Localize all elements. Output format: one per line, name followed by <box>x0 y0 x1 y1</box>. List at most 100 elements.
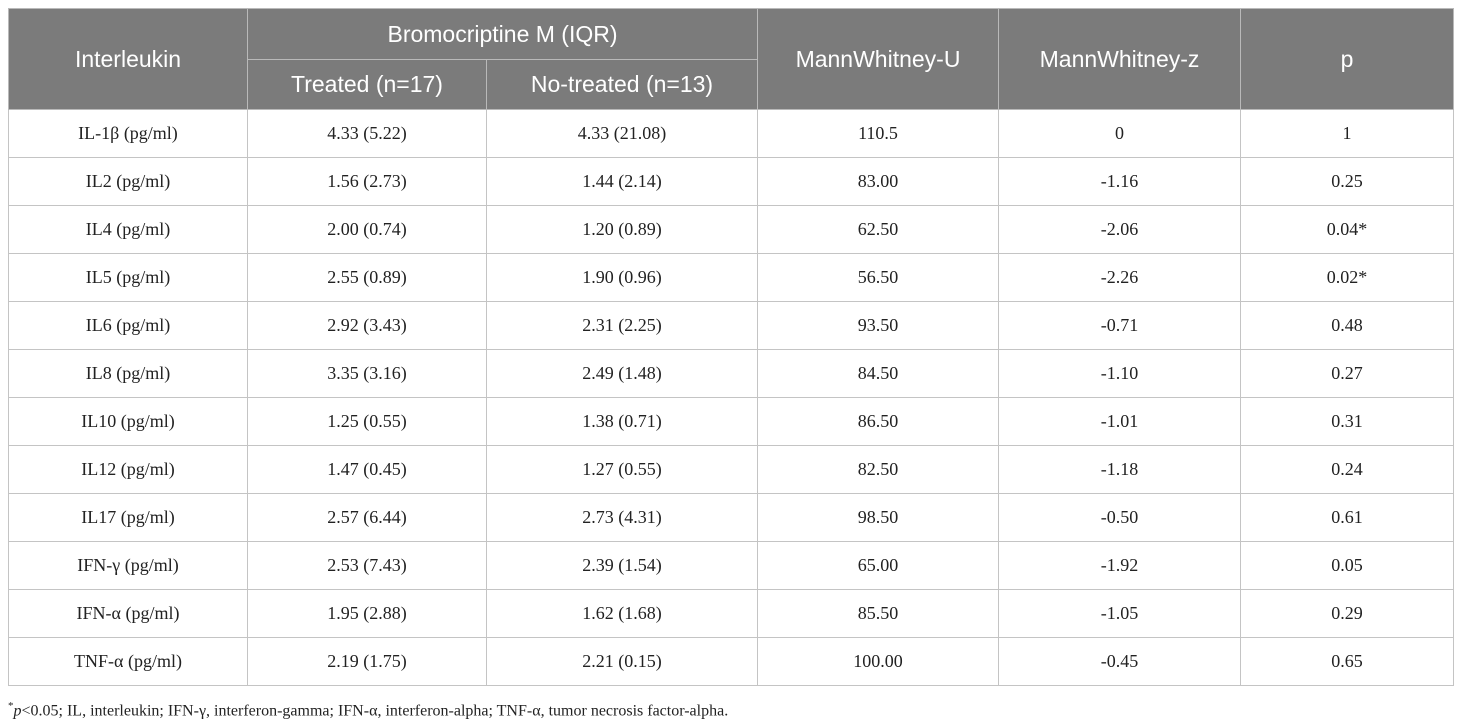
cell-p-value: 0.65 <box>1240 637 1455 686</box>
cell-treated: 2.00 (0.74) <box>247 205 487 254</box>
cell-no-treated: 4.33 (21.08) <box>485 109 759 158</box>
footnote-p-symbol: p <box>13 702 22 720</box>
cell-mannwhitney-u: 85.50 <box>757 589 1000 638</box>
cell-treated: 1.95 (2.88) <box>247 589 487 638</box>
cell-mannwhitney-z: -2.06 <box>998 205 1242 254</box>
cell-no-treated: 2.73 (4.31) <box>485 493 759 542</box>
cell-interleukin: IL10 (pg/ml) <box>8 397 248 446</box>
interleukin-table: Interleukin Bromocriptine M (IQR) MannWh… <box>8 8 1455 686</box>
col-header-interleukin: Interleukin <box>8 8 248 110</box>
table-row: IL5 (pg/ml) 2.55 (0.89) 1.90 (0.96) 56.50 -2… <box>8 253 1455 302</box>
cell-treated: 2.19 (1.75) <box>247 637 487 686</box>
cell-p-value: 0.48 <box>1240 301 1455 350</box>
cell-interleukin: IL2 (pg/ml) <box>8 157 248 206</box>
col-header-treated: Treated (n=17) <box>247 59 487 110</box>
cell-mannwhitney-z: -1.92 <box>998 541 1242 590</box>
cell-interleukin: IL4 (pg/ml) <box>8 205 248 254</box>
cell-treated: 4.33 (5.22) <box>247 109 487 158</box>
cell-p-value: 0.29 <box>1240 589 1455 638</box>
cell-treated: 1.47 (0.45) <box>247 445 487 494</box>
col-header-bromocriptine: Bromocriptine M (IQR) <box>246 8 759 60</box>
col-header-mannwhitney-z: MannWhitney-z <box>998 8 1242 110</box>
cell-interleukin: IL5 (pg/ml) <box>8 253 248 302</box>
cell-no-treated: 1.90 (0.96) <box>485 253 759 302</box>
cell-interleukin: IL6 (pg/ml) <box>8 301 248 350</box>
cell-no-treated: 1.62 (1.68) <box>485 589 759 638</box>
table-row: IL17 (pg/ml) 2.57 (6.44) 2.73 (4.31) 98.50-… <box>8 493 1455 542</box>
cell-mannwhitney-z: -0.45 <box>998 637 1242 686</box>
cell-interleukin: IL17 (pg/ml) <box>8 493 248 542</box>
cell-interleukin: IFN-α (pg/ml) <box>8 589 248 638</box>
table-body: IL-1β (pg/ml) 4.33 (5.22) 4.33 (21.08) 110.… <box>8 109 1455 686</box>
table-row: TNF-α (pg/ml) 2.19 (1.75) 2.21 (0.15) 100.0… <box>8 637 1455 686</box>
footnote-text: <0.05; IL, interleukin; IFN-γ, interfero… <box>21 702 729 720</box>
cell-mannwhitney-u: 56.50 <box>757 253 1000 302</box>
cell-p-value: 0.27 <box>1240 349 1455 398</box>
cell-mannwhitney-z: -2.26 <box>998 253 1242 302</box>
table-row: IL8 (pg/ml) 3.35 (3.16) 2.49 (1.48) 84.50 -1… <box>8 349 1455 398</box>
table-row: IL10 (pg/ml) 1.25 (0.55) 1.38 (0.71) 86.50-… <box>8 397 1455 446</box>
cell-p-value: 0.31 <box>1240 397 1455 446</box>
col-header-mannwhitney-u: MannWhitney-U <box>757 8 1000 110</box>
cell-treated: 2.53 (7.43) <box>247 541 487 590</box>
header-row: Treated (n=17) No-treated (n=13) <box>9 59 1454 110</box>
cell-no-treated: 2.31 (2.25) <box>485 301 759 350</box>
cell-no-treated: 1.27 (0.55) <box>485 445 759 494</box>
cell-mannwhitney-u: 86.50 <box>757 397 1000 446</box>
cell-p-value: 1 <box>1240 109 1455 158</box>
cell-mannwhitney-z: -1.05 <box>998 589 1242 638</box>
table-row: IL4 (pg/ml) 2.00 (0.74) 1.20 (0.89) 62.50 -2… <box>8 205 1455 254</box>
col-header-p: p <box>1240 8 1455 110</box>
cell-p-value: 0.02* <box>1240 253 1455 302</box>
cell-mannwhitney-u: 83.00 <box>757 157 1000 206</box>
cell-p-value: 0.24 <box>1240 445 1455 494</box>
cell-interleukin: IL-1β (pg/ml) <box>8 109 248 158</box>
cell-mannwhitney-z: -1.16 <box>998 157 1242 206</box>
cell-no-treated: 2.39 (1.54) <box>485 541 759 590</box>
table-header: Interleukin Bromocriptine M (IQR) MannWh… <box>8 8 1455 110</box>
cell-mannwhitney-u: 100.00 <box>757 637 1000 686</box>
cell-interleukin: IL12 (pg/ml) <box>8 445 248 494</box>
cell-mannwhitney-u: 84.50 <box>757 349 1000 398</box>
cell-treated: 2.57 (6.44) <box>247 493 487 542</box>
table-footnote: *p<0.05; IL, interleukin; IFN-γ, interfe… <box>8 700 728 720</box>
cell-p-value: 0.61 <box>1240 493 1455 542</box>
cell-mannwhitney-z: -1.01 <box>998 397 1242 446</box>
col-header-no-treated: No-treated (n=13) <box>485 59 759 110</box>
cell-p-value: 0.04* <box>1240 205 1455 254</box>
cell-mannwhitney-u: 65.00 <box>757 541 1000 590</box>
cell-mannwhitney-z: 0 <box>998 109 1242 158</box>
cell-mannwhitney-u: 82.50 <box>757 445 1000 494</box>
cell-mannwhitney-z: -0.71 <box>998 301 1242 350</box>
cell-p-value: 0.05 <box>1240 541 1455 590</box>
cell-treated: 2.55 (0.89) <box>247 253 487 302</box>
cell-interleukin: TNF-α (pg/ml) <box>8 637 248 686</box>
table-row: IL-1β (pg/ml) 4.33 (5.22) 4.33 (21.08) 110.… <box>8 109 1455 158</box>
cell-no-treated: 2.21 (0.15) <box>485 637 759 686</box>
cell-mannwhitney-u: 110.5 <box>757 109 1000 158</box>
cell-mannwhitney-u: 98.50 <box>757 493 1000 542</box>
cell-interleukin: IL8 (pg/ml) <box>8 349 248 398</box>
cell-no-treated: 1.20 (0.89) <box>485 205 759 254</box>
cell-treated: 2.92 (3.43) <box>247 301 487 350</box>
table-row: IL12 (pg/ml) 1.47 (0.45) 1.27 (0.55) 82.50-… <box>8 445 1455 494</box>
cell-no-treated: 1.38 (0.71) <box>485 397 759 446</box>
cell-mannwhitney-u: 93.50 <box>757 301 1000 350</box>
cell-mannwhitney-z: -1.18 <box>998 445 1242 494</box>
cell-p-value: 0.25 <box>1240 157 1455 206</box>
cell-mannwhitney-z: -1.10 <box>998 349 1242 398</box>
table-row: IFN-α (pg/ml) 1.95 (2.88) 1.62 (1.68) 85.50… <box>8 589 1455 638</box>
cell-interleukin: IFN-γ (pg/ml) <box>8 541 248 590</box>
cell-no-treated: 2.49 (1.48) <box>485 349 759 398</box>
table-row: IL2 (pg/ml) 1.56 (2.73) 1.44 (2.14) 83.00 -1… <box>8 157 1455 206</box>
cell-treated: 1.25 (0.55) <box>247 397 487 446</box>
cell-no-treated: 1.44 (2.14) <box>485 157 759 206</box>
footnote-asterisk: * <box>8 700 14 712</box>
table-row: IL6 (pg/ml) 2.92 (3.43) 2.31 (2.25) 93.50 -0… <box>8 301 1455 350</box>
cell-mannwhitney-u: 62.50 <box>757 205 1000 254</box>
cell-treated: 3.35 (3.16) <box>247 349 487 398</box>
table-row: IFN-γ (pg/ml) 2.53 (7.43) 2.39 (1.54) 65.00… <box>8 541 1455 590</box>
header-row: Interleukin Bromocriptine M (IQR) MannWh… <box>8 8 1455 110</box>
cell-treated: 1.56 (2.73) <box>247 157 487 206</box>
cell-mannwhitney-z: -0.50 <box>998 493 1242 542</box>
